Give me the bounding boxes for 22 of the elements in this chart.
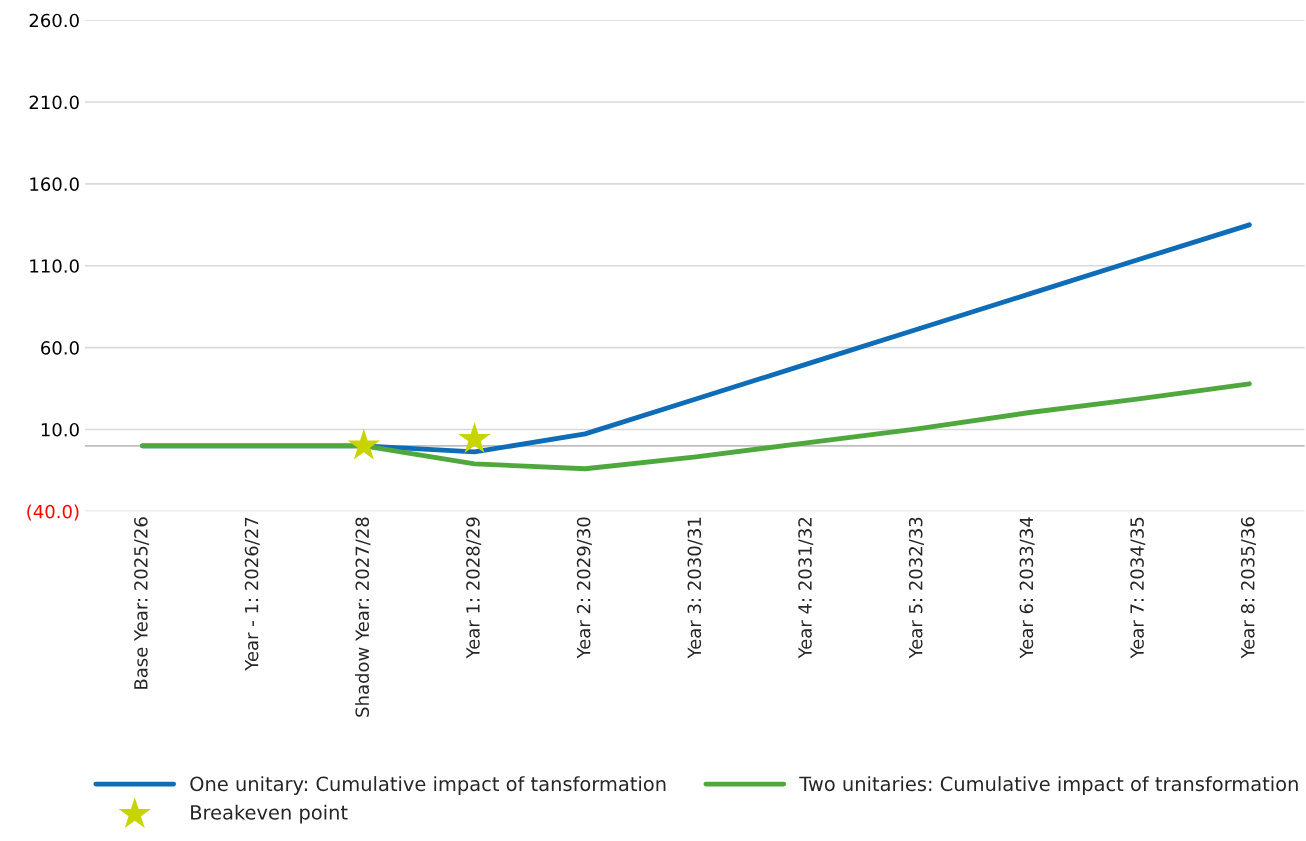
x-tick-label: Year 7: 2034/35: [1130, 517, 1146, 659]
legend-label: One unitary: Cumulative impact of tansformation: [190, 776, 666, 795]
x-tick-label: Year 1: 2028/29: [466, 517, 482, 659]
y-tick-label: 260.0: [29, 13, 79, 28]
y-tick-label: 160.0: [30, 177, 79, 192]
y-tick-label: (40.0): [27, 504, 79, 521]
y-tick-label: 110.0: [30, 259, 79, 273]
x-tick-label: Shadow Year: 2027/28: [355, 517, 371, 717]
line-series: [140, 381, 1252, 472]
y-tick-label: 210.0: [29, 95, 79, 110]
x-tick-label: Year 8: 2035/36: [1240, 517, 1257, 659]
x-tick-label: Year 5: 2032/33: [908, 517, 924, 659]
legend-label: Two unitaries: Cumulative impact of transformation: [799, 776, 1298, 795]
x-tick-label: Year 6: 2033/34: [1019, 517, 1035, 659]
legend-label: Breakeven point: [191, 804, 348, 824]
x-tick-label: Year 3: 2030/31: [687, 517, 703, 659]
x-tick-label: Year - 1: 2026/27: [244, 517, 260, 671]
y-tick-label: 10.0: [41, 422, 79, 437]
y-tick-label: 60.0: [41, 341, 79, 355]
x-tick-label: Base Year: 2025/26: [134, 517, 150, 689]
x-tick-label: Year 4: 2031/32: [798, 518, 814, 659]
x-tick-label: Year 2: 2029/30: [576, 517, 592, 659]
